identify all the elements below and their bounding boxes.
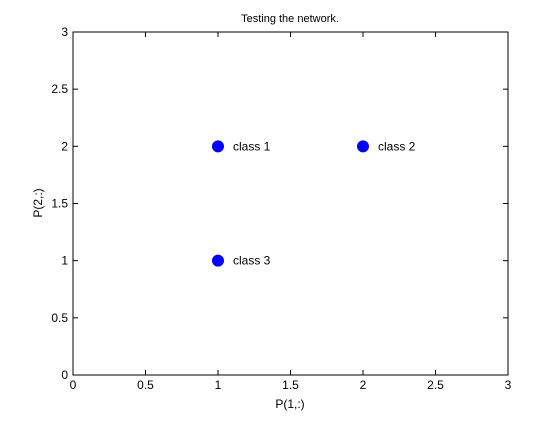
y-tick-label: 1.5 [51,197,68,211]
y-tick-label: 2 [61,139,68,153]
y-tick-label: 2.5 [51,82,68,96]
point-label: class 3 [233,254,271,268]
data-point [212,254,224,267]
y-tick-label: 1 [61,254,68,268]
x-tick-label: 2 [360,378,367,392]
data-point [212,140,224,153]
point-label: class 2 [378,139,416,153]
x-axis-ticks: 0 0.5 1 1.5 2 2.5 3 [70,32,512,392]
chart-title: Testing the network. [241,13,339,25]
y-axis-label: P(2,:) [31,188,45,217]
data-points: class 1 class 2 class 3 [212,139,416,268]
y-tick-label: 0.5 [51,311,68,325]
y-tick-label: 3 [61,25,68,39]
x-tick-label: 0 [70,378,77,392]
data-point [357,140,369,153]
y-tick-label: 0 [61,368,68,382]
x-tick-label: 0.5 [137,378,154,392]
x-tick-label: 3 [505,378,512,392]
point-label: class 1 [233,139,271,153]
x-tick-label: 1 [215,378,222,392]
plot-area [72,31,509,376]
x-tick-label: 1.5 [282,378,299,392]
y-axis-ticks: 0 0.5 1 1.5 2 2.5 3 [51,25,508,382]
x-axis-label: P(1,:) [275,397,304,411]
x-tick-label: 2.5 [427,378,444,392]
